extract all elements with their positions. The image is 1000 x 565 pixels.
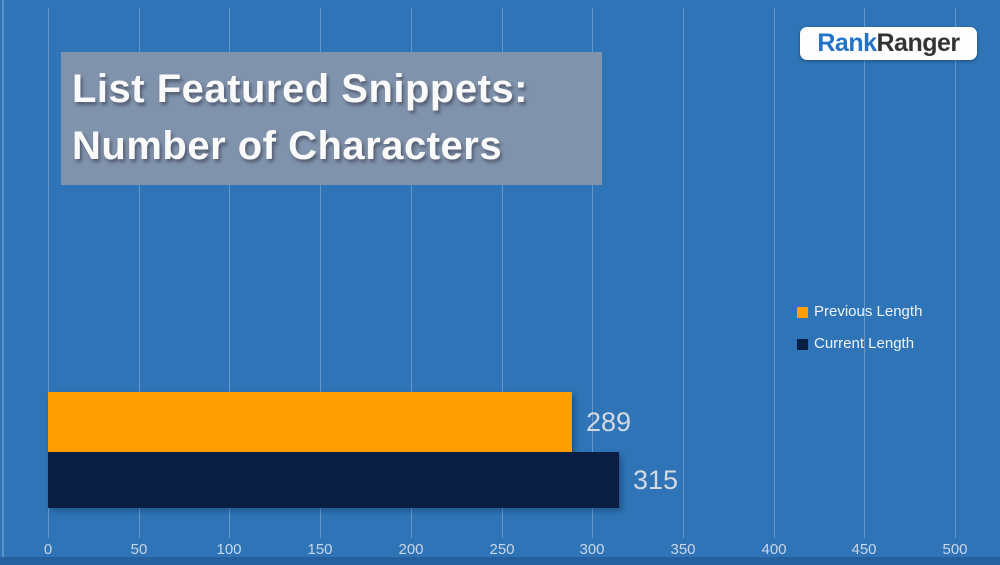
x-axis-tick-label-500: 500 bbox=[942, 541, 968, 558]
x-axis-tick-label-400: 400 bbox=[761, 541, 787, 558]
legend-label: Previous Length bbox=[814, 303, 923, 320]
gridline-100 bbox=[229, 8, 230, 538]
gridline-400 bbox=[774, 8, 775, 538]
logo-text-ranger: Ranger bbox=[876, 29, 961, 57]
x-axis-tick-label-200: 200 bbox=[398, 541, 424, 558]
legend-item-current-length: Current Length bbox=[797, 336, 922, 352]
chart-title-line2: Number of Characters bbox=[72, 124, 503, 168]
gridline-500 bbox=[955, 8, 956, 538]
x-axis-tick-label-100: 100 bbox=[216, 541, 242, 558]
x-axis-tick-label-150: 150 bbox=[307, 541, 333, 558]
logo-text-rank: Rank bbox=[817, 29, 877, 57]
x-axis-tick-label-250: 250 bbox=[489, 541, 515, 558]
legend-swatch-icon bbox=[797, 338, 808, 350]
current-length-value-label: 315 bbox=[633, 465, 679, 495]
x-axis-tick-label-350: 350 bbox=[670, 541, 696, 558]
rankranger-logo: Rank Ranger bbox=[800, 27, 977, 60]
chart-title: List Featured Snippets: Number of Charac… bbox=[61, 52, 602, 185]
current-length-bar bbox=[48, 452, 619, 508]
left-edge-highlight bbox=[2, 0, 4, 565]
legend-label: Current Length bbox=[814, 335, 915, 352]
x-axis-tick-label-300: 300 bbox=[579, 541, 605, 558]
x-axis-tick-label-450: 450 bbox=[851, 541, 877, 558]
gridline-250 bbox=[502, 8, 503, 538]
gridline-450 bbox=[864, 8, 865, 538]
chart-title-line1: List Featured Snippets: bbox=[72, 67, 528, 111]
gridline-300 bbox=[592, 8, 593, 538]
legend: Previous Length Current Length bbox=[797, 304, 922, 368]
bottom-strip bbox=[0, 557, 1000, 565]
gridline-150 bbox=[320, 8, 321, 538]
legend-swatch-icon bbox=[797, 306, 808, 318]
gridline-50 bbox=[139, 8, 140, 538]
legend-item-previous-length: Previous Length bbox=[797, 304, 922, 320]
previous-length-value-label: 289 bbox=[586, 407, 632, 437]
x-axis-tick-label-50: 50 bbox=[130, 541, 148, 558]
previous-length-bar bbox=[48, 392, 572, 452]
x-axis-tick-label-0: 0 bbox=[43, 541, 53, 558]
gridline-200 bbox=[411, 8, 412, 538]
gridline-0 bbox=[48, 8, 49, 538]
gridline-350 bbox=[683, 8, 684, 538]
